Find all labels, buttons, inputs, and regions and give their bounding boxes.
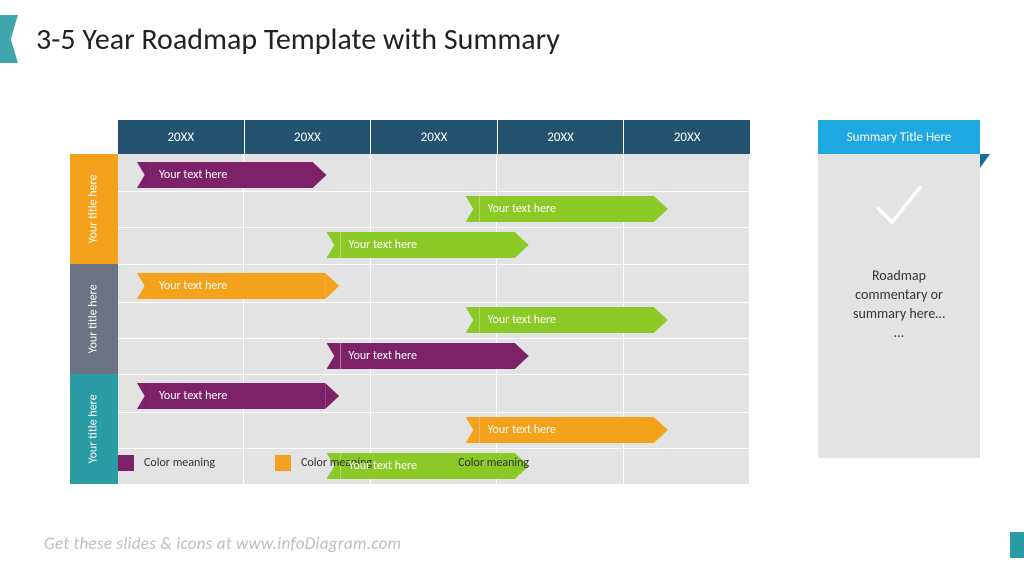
title-accent bbox=[0, 15, 18, 63]
year-header-cell: 20XX bbox=[624, 120, 750, 154]
roadmap-bar: Your text here bbox=[466, 307, 668, 333]
grid-rows: Your text here Your text here Your text he… bbox=[118, 154, 750, 484]
roadmap-grid: 20XX20XX20XX20XX20XX Your text hereYour … bbox=[118, 120, 750, 484]
legend-item: Color meaning bbox=[432, 455, 529, 471]
row-labels: Your title here Your title here Your title… bbox=[70, 154, 118, 484]
legend-label: Color meaning bbox=[144, 456, 215, 470]
checkmark-icon bbox=[871, 178, 927, 239]
summary-body: Roadmap commentary or summary here…… bbox=[818, 154, 980, 367]
roadmap-bar: Your text here bbox=[137, 162, 327, 188]
title-bar: 3-5 Year Roadmap Template with Summary bbox=[0, 18, 560, 60]
summary-panel: Summary Title Here Roadmap commentary or… bbox=[818, 120, 980, 458]
roadmap-bar: Your text here bbox=[327, 343, 529, 369]
legend-swatch bbox=[432, 455, 448, 471]
row-label-text: Your title here bbox=[87, 175, 101, 244]
year-header: 20XX20XX20XX20XX20XX bbox=[118, 120, 750, 154]
roadmap-bar: Your text here bbox=[137, 273, 339, 299]
roadmap-bar-label: Your text here bbox=[159, 279, 227, 293]
roadmap-bar-label: Your text here bbox=[159, 168, 227, 182]
legend-swatch bbox=[275, 455, 291, 471]
legend: Color meaningColor meaningColor meaning bbox=[118, 455, 529, 471]
grid-row: Your text here Your text here Your text he… bbox=[118, 154, 750, 264]
row-label-text: Your title here bbox=[87, 395, 101, 464]
row-label: Your title here bbox=[70, 264, 118, 374]
row-label: Your title here bbox=[70, 374, 118, 484]
roadmap-bar-label: Your text here bbox=[349, 238, 417, 252]
grid-row: Your text here Your text here Your text he… bbox=[118, 264, 750, 374]
legend-label: Color meaning bbox=[458, 456, 529, 470]
roadmap-bar-label: Your text here bbox=[159, 389, 227, 403]
year-header-cell: 20XX bbox=[118, 120, 245, 154]
row-label-text: Your title here bbox=[87, 285, 101, 354]
roadmap-bar-label: Your text here bbox=[349, 459, 417, 473]
summary-title: Summary Title Here bbox=[818, 120, 980, 154]
roadmap-bar: Your text here bbox=[466, 417, 668, 443]
roadmap-bar: Your text here bbox=[327, 232, 529, 258]
footer-text: Get these slides & icons at www.infoDiag… bbox=[44, 533, 401, 554]
roadmap-bar: Your text here bbox=[466, 196, 668, 222]
roadmap-bar-label: Your text here bbox=[488, 202, 556, 216]
year-header-cell: 20XX bbox=[245, 120, 372, 154]
row-label: Your title here bbox=[70, 154, 118, 264]
roadmap-bar-label: Your text here bbox=[488, 313, 556, 327]
legend-swatch bbox=[118, 455, 134, 471]
summary-ribbon-shadow bbox=[980, 154, 990, 168]
roadmap-bar-label: Your text here bbox=[349, 349, 417, 363]
year-header-cell: 20XX bbox=[371, 120, 498, 154]
roadmap-bar: Your text here bbox=[137, 383, 339, 409]
year-header-cell: 20XX bbox=[498, 120, 625, 154]
summary-text: Roadmap commentary or summary here…… bbox=[836, 267, 962, 343]
legend-item: Color meaning bbox=[118, 455, 215, 471]
roadmap-bar-label: Your text here bbox=[488, 423, 556, 437]
footer-accent bbox=[1010, 532, 1024, 558]
page-title: 3-5 Year Roadmap Template with Summary bbox=[36, 21, 560, 58]
